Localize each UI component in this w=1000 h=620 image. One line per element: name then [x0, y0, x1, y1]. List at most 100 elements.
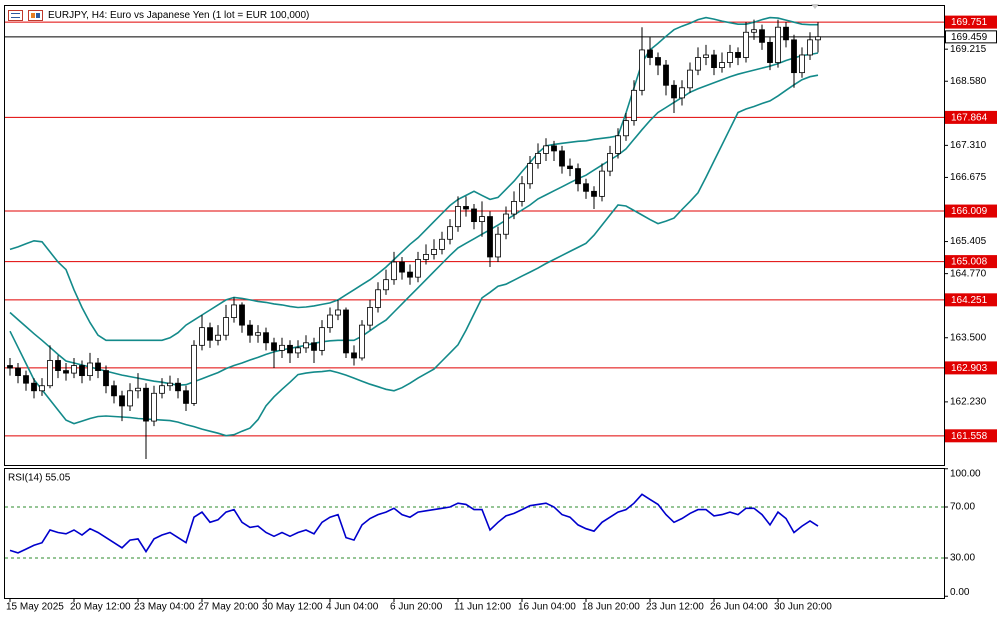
candle-body — [399, 261, 405, 273]
candle-body — [103, 370, 109, 387]
candle-body — [351, 352, 357, 359]
candle-body — [767, 41, 773, 63]
candle-body — [727, 52, 733, 63]
candle-body — [23, 375, 29, 384]
candle-body — [287, 344, 293, 354]
candle-body — [47, 360, 53, 387]
candle-body — [511, 201, 517, 215]
candle-body — [431, 248, 437, 255]
candle-body — [335, 309, 341, 316]
x-tick-label: 16 Jun 04:00 — [518, 602, 576, 613]
y-tick-label: 167.310 — [950, 140, 987, 151]
candle-body — [735, 52, 741, 58]
y-tick-label: 70.00 — [950, 502, 975, 513]
candle-body — [199, 327, 205, 346]
candle-body — [471, 208, 477, 223]
candle-body — [455, 206, 461, 228]
candle-body — [543, 145, 549, 154]
candle-body — [791, 39, 797, 74]
level-label-box — [945, 204, 997, 218]
y-tick-label: 166.675 — [950, 172, 987, 183]
candle-body — [775, 26, 781, 63]
candle-body — [223, 317, 229, 336]
y-tick-label: 100.00 — [950, 468, 981, 479]
candle-body — [639, 49, 645, 91]
labels-layer: 169.215 168.580 167.310 166.675 165.405 164.7… — [6, 15, 997, 613]
icon-part — [31, 13, 35, 18]
candle-body — [751, 29, 757, 33]
candle-body — [167, 382, 173, 387]
x-tick-label: 27 May 20:00 — [198, 602, 259, 613]
x-tick-label: 30 Jun 20:00 — [774, 602, 832, 613]
candle-body — [591, 190, 597, 197]
candle-body — [647, 49, 653, 58]
icon — [28, 10, 43, 21]
candle-body — [295, 347, 301, 354]
candle-body — [415, 259, 421, 278]
candle-body — [503, 213, 509, 235]
candle-body — [479, 216, 485, 223]
candle-body — [807, 39, 813, 56]
candle-body — [671, 84, 677, 99]
rsi-panel-frame — [4, 468, 945, 599]
candle-body — [87, 362, 93, 377]
candle-body — [175, 382, 181, 392]
candle-body — [183, 390, 189, 404]
candle-body — [655, 57, 661, 66]
candle-body — [527, 163, 533, 185]
candle-body — [583, 183, 589, 192]
x-tick-label: 26 Jun 04:00 — [710, 602, 768, 613]
candle-body — [383, 279, 389, 291]
y-tick-label: 0.00 — [950, 587, 970, 598]
candle-body — [255, 332, 261, 336]
candle-body — [71, 365, 77, 374]
candle-body — [423, 254, 429, 260]
y-tick-label: 165.405 — [950, 236, 987, 247]
band-line — [9, 16, 818, 342]
candle-body — [799, 54, 805, 74]
level-label: 161.558 — [951, 431, 988, 442]
candle-body — [63, 370, 69, 374]
candle-body — [303, 342, 309, 349]
last-price-box — [945, 30, 997, 44]
last-price-label: 169.459 — [951, 32, 988, 43]
x-tick-label: 30 May 12:00 — [262, 602, 323, 613]
candle-body — [487, 216, 493, 258]
candle-body — [719, 62, 725, 69]
icon-part — [36, 13, 40, 18]
candle-body — [391, 261, 397, 281]
level-label-box — [945, 293, 997, 307]
candle-body — [367, 307, 373, 326]
candle-body — [311, 342, 317, 351]
candle-body — [343, 309, 349, 354]
candle-body — [247, 324, 253, 336]
y-tick-label: 164.770 — [950, 268, 987, 279]
level-label-box — [945, 361, 997, 375]
levels-layer — [5, 21, 948, 602]
candle-body — [135, 387, 141, 392]
rsi-title: RSI(14) 55.05 — [8, 473, 71, 484]
y-tick-label: 162.230 — [950, 397, 987, 408]
x-tick-label: 20 May 12:00 — [70, 602, 131, 613]
level-label-box — [945, 255, 997, 269]
candle-body — [599, 170, 605, 197]
candle-body — [559, 150, 565, 167]
candle-body — [215, 334, 221, 341]
x-tick-label: 23 Jun 12:00 — [646, 602, 704, 613]
candle-body — [279, 344, 285, 351]
level-label: 169.751 — [951, 17, 988, 28]
x-tick-label: 4 Jun 04:00 — [326, 602, 379, 613]
candle-body — [263, 332, 269, 344]
candle-body — [711, 54, 717, 69]
candle-body — [447, 226, 453, 240]
candle-body — [239, 304, 245, 326]
candle-body — [375, 289, 381, 308]
candle-body — [359, 324, 365, 359]
candle-body — [679, 87, 685, 99]
x-tick-label: 18 Jun 20:00 — [582, 602, 640, 613]
candle-body — [615, 135, 621, 154]
icon — [8, 10, 23, 21]
price-panel-frame — [4, 5, 945, 466]
candle-body — [79, 365, 85, 377]
